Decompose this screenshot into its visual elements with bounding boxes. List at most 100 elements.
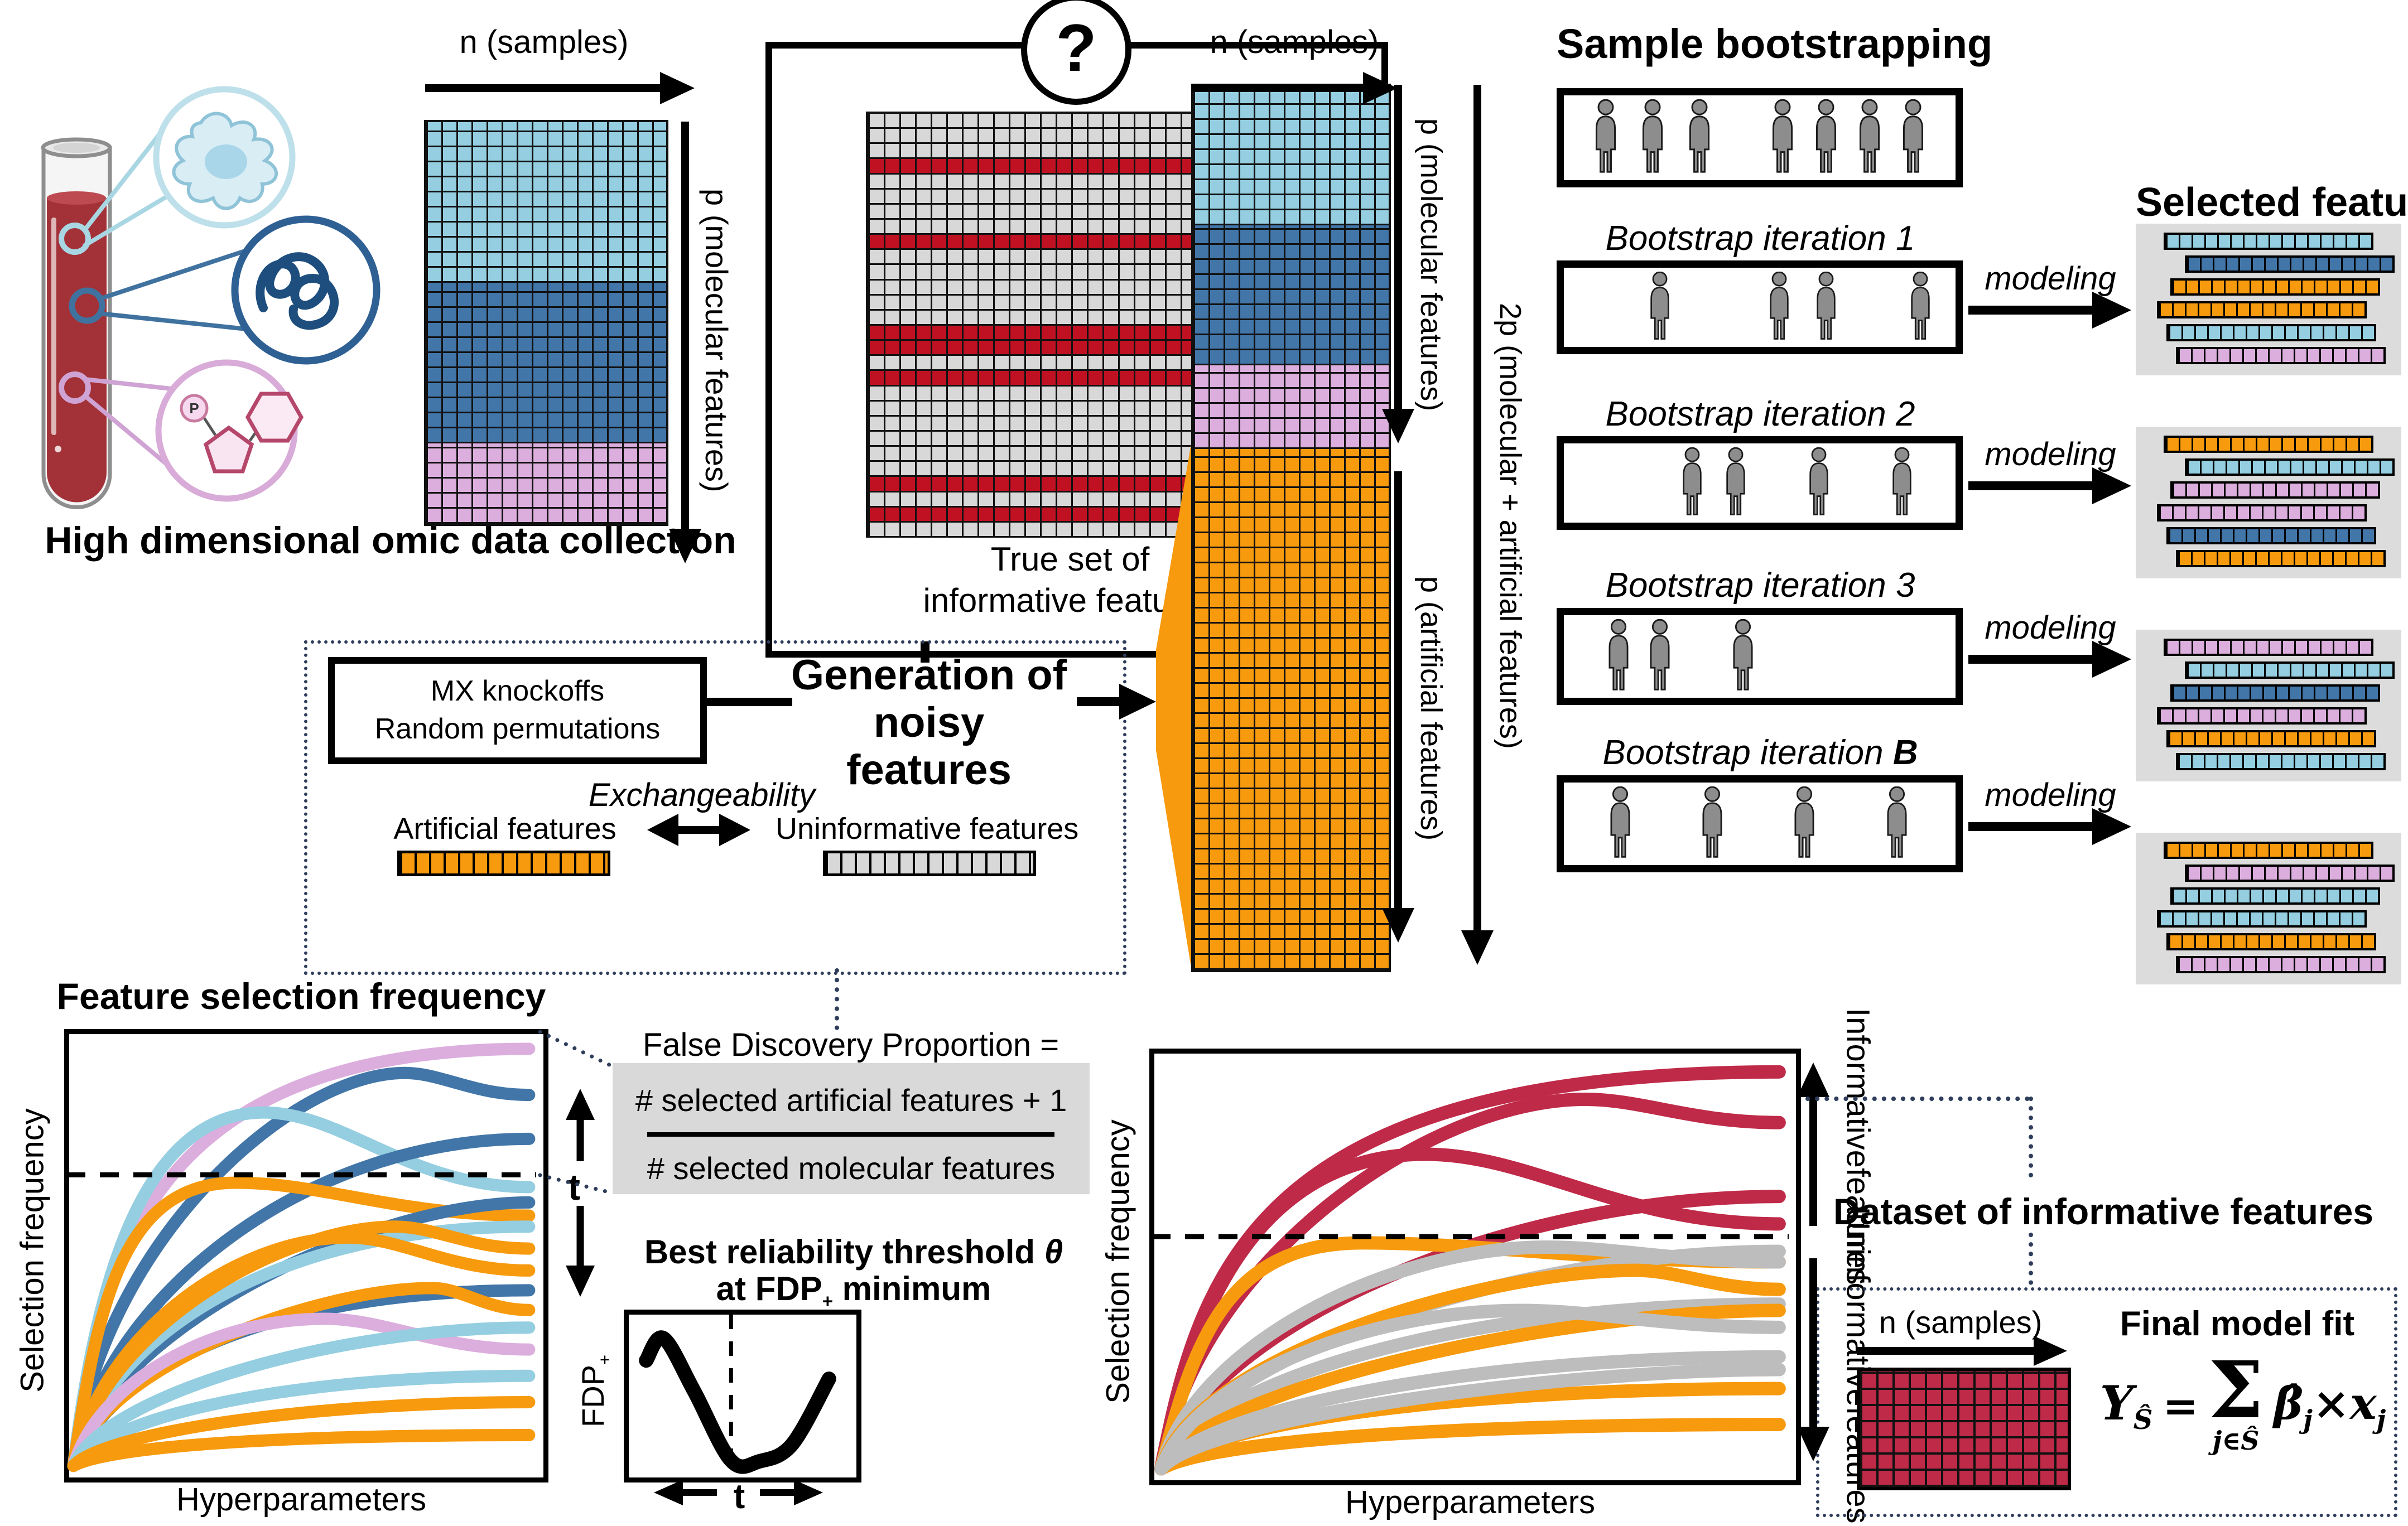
fdp-t-left-arrow-icon xyxy=(654,1480,717,1505)
exchangeability-label: Exchangeability xyxy=(588,777,816,813)
bootstrap-iteration-box xyxy=(1557,260,1963,354)
bootstrap-iteration-label: Bootstrap iteration B xyxy=(1602,733,1918,772)
selected-features-panel xyxy=(2136,630,2401,781)
chart1-ylabel: Selection frequency xyxy=(14,1108,51,1393)
bootstrap-title: Sample bootstrapping xyxy=(1557,21,1993,67)
selected-feature-strip-lightblue xyxy=(2185,661,2395,679)
selected-feature-strip-pink xyxy=(2170,481,2380,499)
method-connector-line xyxy=(700,698,792,706)
modeling-label: modeling xyxy=(1985,777,2116,813)
svg-text:P: P xyxy=(189,400,199,417)
threshold-up-arrow-icon xyxy=(566,1089,595,1161)
fdp-mini-xlabel: t xyxy=(733,1477,745,1516)
selected-feature-strip-orange xyxy=(2157,301,2367,318)
informative-features-label: Informative features xyxy=(1839,1008,1876,1285)
person-icon xyxy=(1794,786,1814,858)
protein-squiggle-icon xyxy=(231,215,381,365)
final-model-fit-title: Final model fit xyxy=(2120,1305,2355,1343)
person-icon xyxy=(1770,272,1789,340)
selected-feature-strip-pink xyxy=(2185,865,2395,882)
person-icon xyxy=(1595,99,1616,173)
person-icon xyxy=(1650,272,1669,340)
person-icon xyxy=(1892,447,1911,515)
person-icon xyxy=(1608,619,1629,690)
matrix2-2p-label: 2p (molecular + artificial features) xyxy=(1494,302,1527,749)
artificial-features-label: Artificial features xyxy=(393,812,617,846)
fdp-numerator: # selected artificial features + 1 xyxy=(635,1083,1067,1118)
person-icon xyxy=(1733,619,1753,690)
selected-features-panel xyxy=(2136,427,2401,578)
person-icon xyxy=(1702,786,1722,858)
augmented-data-matrix xyxy=(1191,84,1391,972)
selected-feature-strip-pink xyxy=(2176,956,2386,973)
fdp-denominator: # selected molecular features xyxy=(647,1151,1056,1186)
uninformative-strip xyxy=(823,851,1036,876)
selected-feature-strip-lightblue xyxy=(2166,324,2376,341)
method-random-permutations: Random permutations xyxy=(374,713,661,745)
modeling-label: modeling xyxy=(1985,260,2116,297)
selected-features-panel xyxy=(2136,224,2401,375)
test-tube-icon xyxy=(41,137,112,509)
selected-feature-strip-lightblue xyxy=(2185,458,2395,476)
person-icon xyxy=(1910,272,1930,340)
chart1-threshold-label: t xyxy=(568,1166,580,1208)
matrix1-n-arrow-icon xyxy=(425,72,695,104)
noise-generation-region xyxy=(304,640,1126,975)
method-mx-knockoffs: MX knockoffs xyxy=(430,675,605,708)
uninformative-features-label: Uninformative features xyxy=(776,812,1079,846)
best-threshold-line2: at FDP+ minimum xyxy=(716,1270,991,1311)
chart2-xlabel: Hyperparameters xyxy=(1345,1484,1596,1520)
person-icon xyxy=(1773,99,1793,173)
person-icon xyxy=(1887,786,1907,858)
matrix1-p-label: p (molecular features) xyxy=(699,188,734,492)
question-mark-icon: ? xyxy=(1021,0,1131,105)
bootstrap-iteration-label: Bootstrap iteration 3 xyxy=(1605,566,1915,605)
chart1-plot-area xyxy=(64,1029,548,1482)
selected-feature-strip-pink xyxy=(2157,707,2367,725)
matrix-band-orange xyxy=(1193,449,1389,970)
chart2-ylabel: Selection frequency xyxy=(1100,1119,1136,1404)
person-icon xyxy=(1643,99,1663,173)
left-title: High dimensional omic data collection xyxy=(45,519,736,562)
chart2-plot-area xyxy=(1149,1049,1801,1485)
knockoff-methods-box: MX knockoffs Random permutations xyxy=(328,657,707,764)
fdp-fraction-rule xyxy=(647,1132,1054,1137)
final-model-formula: YŜ = Σ j∈Ŝ β̂j×xj xyxy=(2099,1345,2386,1456)
fdp-heading: False Discovery Proportion = xyxy=(642,1027,1059,1063)
person-icon xyxy=(1816,99,1837,173)
molecular-data-matrix xyxy=(424,120,668,526)
population-box xyxy=(1557,88,1963,187)
bootstrap-iteration-label: Bootstrap iteration 2 xyxy=(1605,395,1915,433)
matrix2-2p-arrow-icon xyxy=(1461,85,1494,965)
matrix-band-lightblue xyxy=(426,122,666,283)
person-icon xyxy=(1903,99,1923,173)
person-icon xyxy=(1726,447,1745,515)
true-set-connector xyxy=(921,641,930,663)
selected-feature-strip-darkblue xyxy=(2166,527,2376,544)
selected-feature-strip-orange xyxy=(2164,842,2373,859)
matrix-band-darkblue xyxy=(426,283,666,443)
matrix-band-darkblue xyxy=(1193,225,1389,365)
fdp-mini-plot-area xyxy=(624,1310,861,1482)
matrix2-n-label: n (samples) xyxy=(1210,24,1379,60)
modeling-label: modeling xyxy=(1985,436,2116,472)
true-set-caption-1: True set of xyxy=(990,540,1150,578)
matrix1-n-label: n (samples) xyxy=(459,24,629,60)
fdp-mini-ylabel: FDP+ xyxy=(575,1355,615,1427)
modeling-label: modeling xyxy=(1985,610,2116,646)
informative-matrix xyxy=(1857,1368,2071,1490)
matrix2-p-molecular-label: p (molecular features) xyxy=(1414,118,1448,412)
selected-feature-strip-lightblue xyxy=(2170,887,2380,905)
selected-feature-strip-darkblue xyxy=(2185,255,2395,273)
selected-feature-strip-lightblue xyxy=(2157,910,2367,928)
chart1-xlabel: Hyperparameters xyxy=(176,1481,427,1518)
matrix2-p-artificial-label: p (artificial features) xyxy=(1414,576,1448,841)
selected-feature-strip-orange xyxy=(2170,278,2380,296)
selected-feature-strip-orange xyxy=(2166,933,2376,950)
selected-feature-strip-darkblue xyxy=(2170,684,2380,702)
selected-feature-strip-pink xyxy=(2157,504,2367,521)
person-icon xyxy=(1859,99,1880,173)
selected-feature-strip-pink xyxy=(2176,347,2386,364)
chart1-title: Feature selection frequency xyxy=(56,976,546,1017)
selected-feature-strip-pink xyxy=(2164,639,2373,656)
